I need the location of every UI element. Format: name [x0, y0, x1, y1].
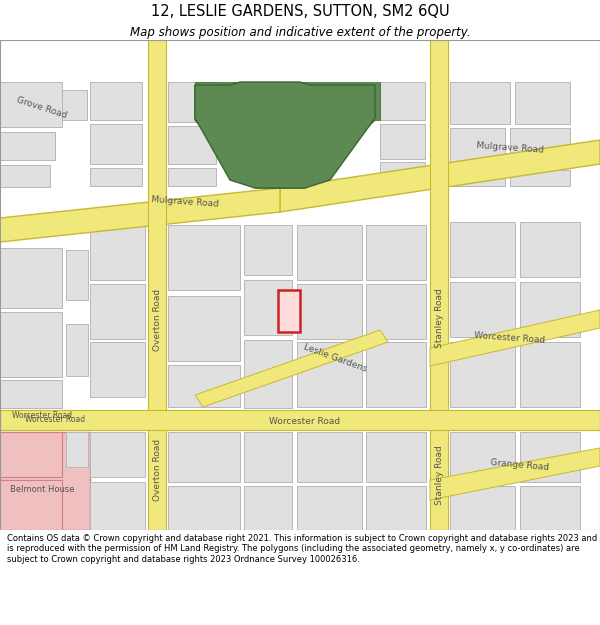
Text: Belmont House: Belmont House: [10, 486, 74, 494]
Bar: [168, 126, 216, 164]
Bar: [520, 282, 580, 337]
Bar: [0, 165, 50, 187]
Bar: [168, 225, 240, 290]
Bar: [366, 432, 426, 482]
Bar: [450, 486, 515, 530]
Bar: [90, 82, 142, 120]
Bar: [0, 380, 62, 408]
Bar: [244, 432, 292, 482]
Text: Mulgrave Road: Mulgrave Road: [151, 195, 219, 209]
Bar: [278, 290, 300, 332]
Bar: [148, 40, 166, 530]
Bar: [450, 128, 505, 166]
Bar: [520, 432, 580, 482]
Polygon shape: [280, 140, 600, 212]
Bar: [515, 82, 570, 124]
Bar: [66, 324, 88, 376]
Text: Overton Road: Overton Road: [152, 439, 161, 501]
Bar: [380, 162, 425, 186]
Bar: [66, 250, 88, 300]
Bar: [0, 410, 600, 430]
Bar: [168, 432, 240, 482]
Bar: [366, 225, 426, 280]
Bar: [450, 170, 505, 186]
Bar: [520, 486, 580, 530]
Bar: [297, 284, 362, 339]
Bar: [168, 82, 218, 122]
Bar: [0, 82, 62, 127]
Text: Contains OS data © Crown copyright and database right 2021. This information is : Contains OS data © Crown copyright and d…: [7, 534, 598, 564]
Bar: [0, 132, 55, 160]
Bar: [168, 486, 240, 530]
Text: Stanley Road: Stanley Road: [434, 445, 443, 505]
Polygon shape: [195, 82, 290, 120]
Text: Worcester Road: Worcester Road: [25, 416, 85, 424]
Text: Map shows position and indicative extent of the property.: Map shows position and indicative extent…: [130, 26, 470, 39]
Bar: [366, 342, 426, 407]
Bar: [450, 432, 515, 482]
Text: Leslie Gardens: Leslie Gardens: [302, 342, 368, 374]
Bar: [0, 312, 62, 377]
Bar: [297, 225, 362, 280]
Bar: [450, 82, 510, 124]
Polygon shape: [195, 330, 388, 407]
Bar: [297, 342, 362, 407]
Polygon shape: [285, 82, 380, 120]
Text: Mulgrave Road: Mulgrave Road: [476, 141, 544, 155]
Bar: [0, 480, 62, 530]
Text: Worcester Road: Worcester Road: [269, 418, 341, 426]
Text: 12, LESLIE GARDENS, SUTTON, SM2 6QU: 12, LESLIE GARDENS, SUTTON, SM2 6QU: [151, 4, 449, 19]
Bar: [244, 280, 292, 335]
Bar: [450, 282, 515, 337]
Polygon shape: [195, 82, 375, 188]
Bar: [66, 432, 88, 467]
Bar: [90, 168, 142, 186]
Bar: [520, 222, 580, 277]
Bar: [90, 432, 145, 477]
Polygon shape: [195, 85, 375, 188]
Bar: [366, 284, 426, 339]
Text: Worcester Road: Worcester Road: [12, 411, 72, 419]
Bar: [244, 225, 292, 275]
Bar: [90, 482, 145, 530]
Text: Grange Road: Grange Road: [490, 458, 550, 472]
Bar: [510, 128, 570, 166]
Bar: [244, 486, 292, 530]
Bar: [380, 124, 425, 159]
Polygon shape: [430, 448, 600, 500]
Bar: [297, 486, 362, 530]
Polygon shape: [430, 310, 600, 366]
Bar: [90, 342, 145, 397]
Text: Stanley Road: Stanley Road: [434, 288, 443, 348]
Bar: [0, 432, 90, 530]
Bar: [520, 342, 580, 407]
Text: Grove Road: Grove Road: [16, 96, 68, 121]
Bar: [380, 82, 425, 120]
Bar: [90, 225, 145, 280]
Bar: [450, 222, 515, 277]
Bar: [62, 90, 87, 120]
Bar: [168, 296, 240, 361]
Bar: [297, 432, 362, 482]
Polygon shape: [0, 188, 280, 242]
Bar: [244, 340, 292, 408]
Text: Worcester Road: Worcester Road: [474, 331, 546, 345]
Bar: [430, 40, 448, 530]
Bar: [222, 95, 257, 160]
Bar: [90, 124, 142, 164]
Text: Overton Road: Overton Road: [152, 289, 161, 351]
Bar: [168, 168, 216, 186]
Bar: [0, 432, 62, 477]
Bar: [90, 284, 145, 339]
Bar: [510, 170, 570, 186]
Bar: [0, 248, 62, 308]
Bar: [450, 342, 515, 407]
Bar: [168, 365, 240, 407]
Bar: [366, 486, 426, 530]
